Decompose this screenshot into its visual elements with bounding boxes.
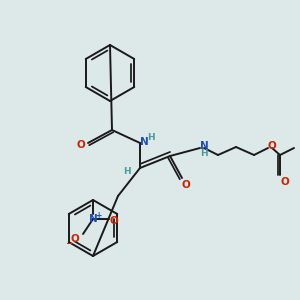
Text: −: − [65,238,73,247]
Text: O: O [182,180,190,190]
Text: N: N [140,137,148,147]
Text: O: O [110,216,118,226]
Text: H: H [123,167,131,176]
Text: N: N [88,214,98,224]
Text: O: O [76,140,85,150]
Text: O: O [70,234,80,244]
Text: +: + [95,211,101,220]
Text: H: H [147,134,155,142]
Text: H: H [200,149,208,158]
Text: O: O [280,177,290,187]
Text: N: N [200,141,208,151]
Text: O: O [268,141,276,151]
